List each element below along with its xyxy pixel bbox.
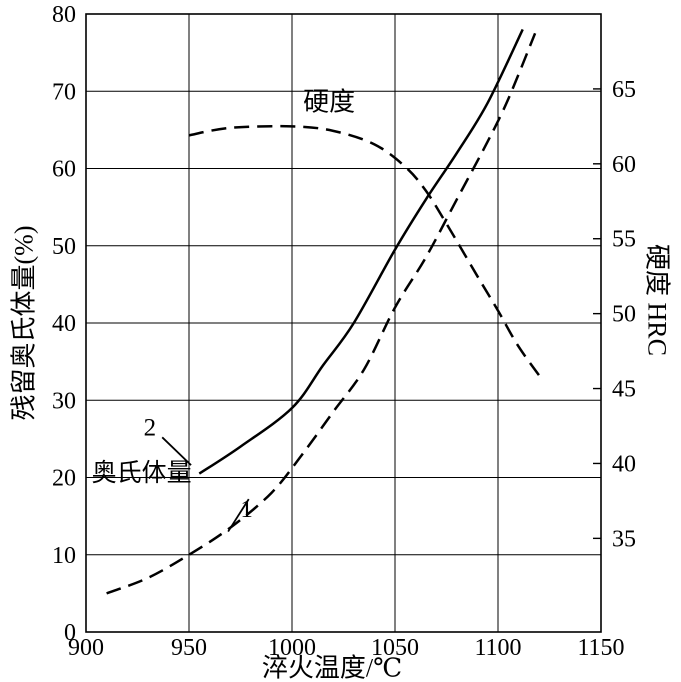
- x-tick-label: 1100: [474, 635, 521, 661]
- y-axis-title-right: 硬度 HRC: [642, 244, 672, 356]
- y-right-tick-label: 40: [612, 451, 636, 477]
- austenite-curve-label: 奥氏体量: [92, 459, 192, 487]
- curve-1-austenite-dashed: [106, 32, 537, 595]
- annotation-leader-line: [161, 436, 192, 466]
- y-left-tick-label: 0: [64, 620, 76, 646]
- y-left-tick-label: 40: [52, 311, 76, 337]
- y-right-tick-label: 50: [612, 302, 636, 328]
- curve-hardness-dashed: [188, 124, 545, 382]
- y-right-tick-label: 55: [612, 227, 636, 253]
- curve-1-number-label: 1: [240, 496, 253, 523]
- hardness-curve-label: 硬度: [303, 87, 355, 116]
- y-left-tick-label: 60: [52, 157, 76, 183]
- y-right-tick-label: 35: [612, 526, 636, 552]
- x-tick-label: 1050: [371, 635, 419, 661]
- y-right-tick-label: 45: [612, 377, 636, 403]
- y-left-tick-label: 20: [52, 466, 76, 492]
- x-axis-title: 淬火温度/℃: [261, 653, 403, 682]
- curve-2-number-label: 2: [144, 414, 157, 441]
- y-left-tick-label: 50: [52, 234, 76, 260]
- annotation-leader-line: [227, 498, 250, 533]
- x-tick-label: 1000: [268, 635, 316, 661]
- y-axis-title-left: 残留奥氏体量(%): [9, 225, 39, 421]
- x-tick-label: 1150: [577, 635, 624, 661]
- x-tick-label: 900: [68, 635, 104, 661]
- y-left-tick-label: 10: [52, 543, 76, 569]
- y-right-tick-label: 65: [612, 77, 636, 103]
- plot-border: [85, 13, 602, 633]
- y-left-tick-label: 30: [52, 388, 76, 414]
- x-tick-label: 950: [171, 635, 207, 661]
- y-left-tick-label: 70: [52, 79, 76, 105]
- curve-2-retained-austenite-solid: [198, 28, 524, 475]
- y-left-tick-label: 80: [52, 2, 76, 28]
- y-right-tick-label: 60: [612, 152, 636, 178]
